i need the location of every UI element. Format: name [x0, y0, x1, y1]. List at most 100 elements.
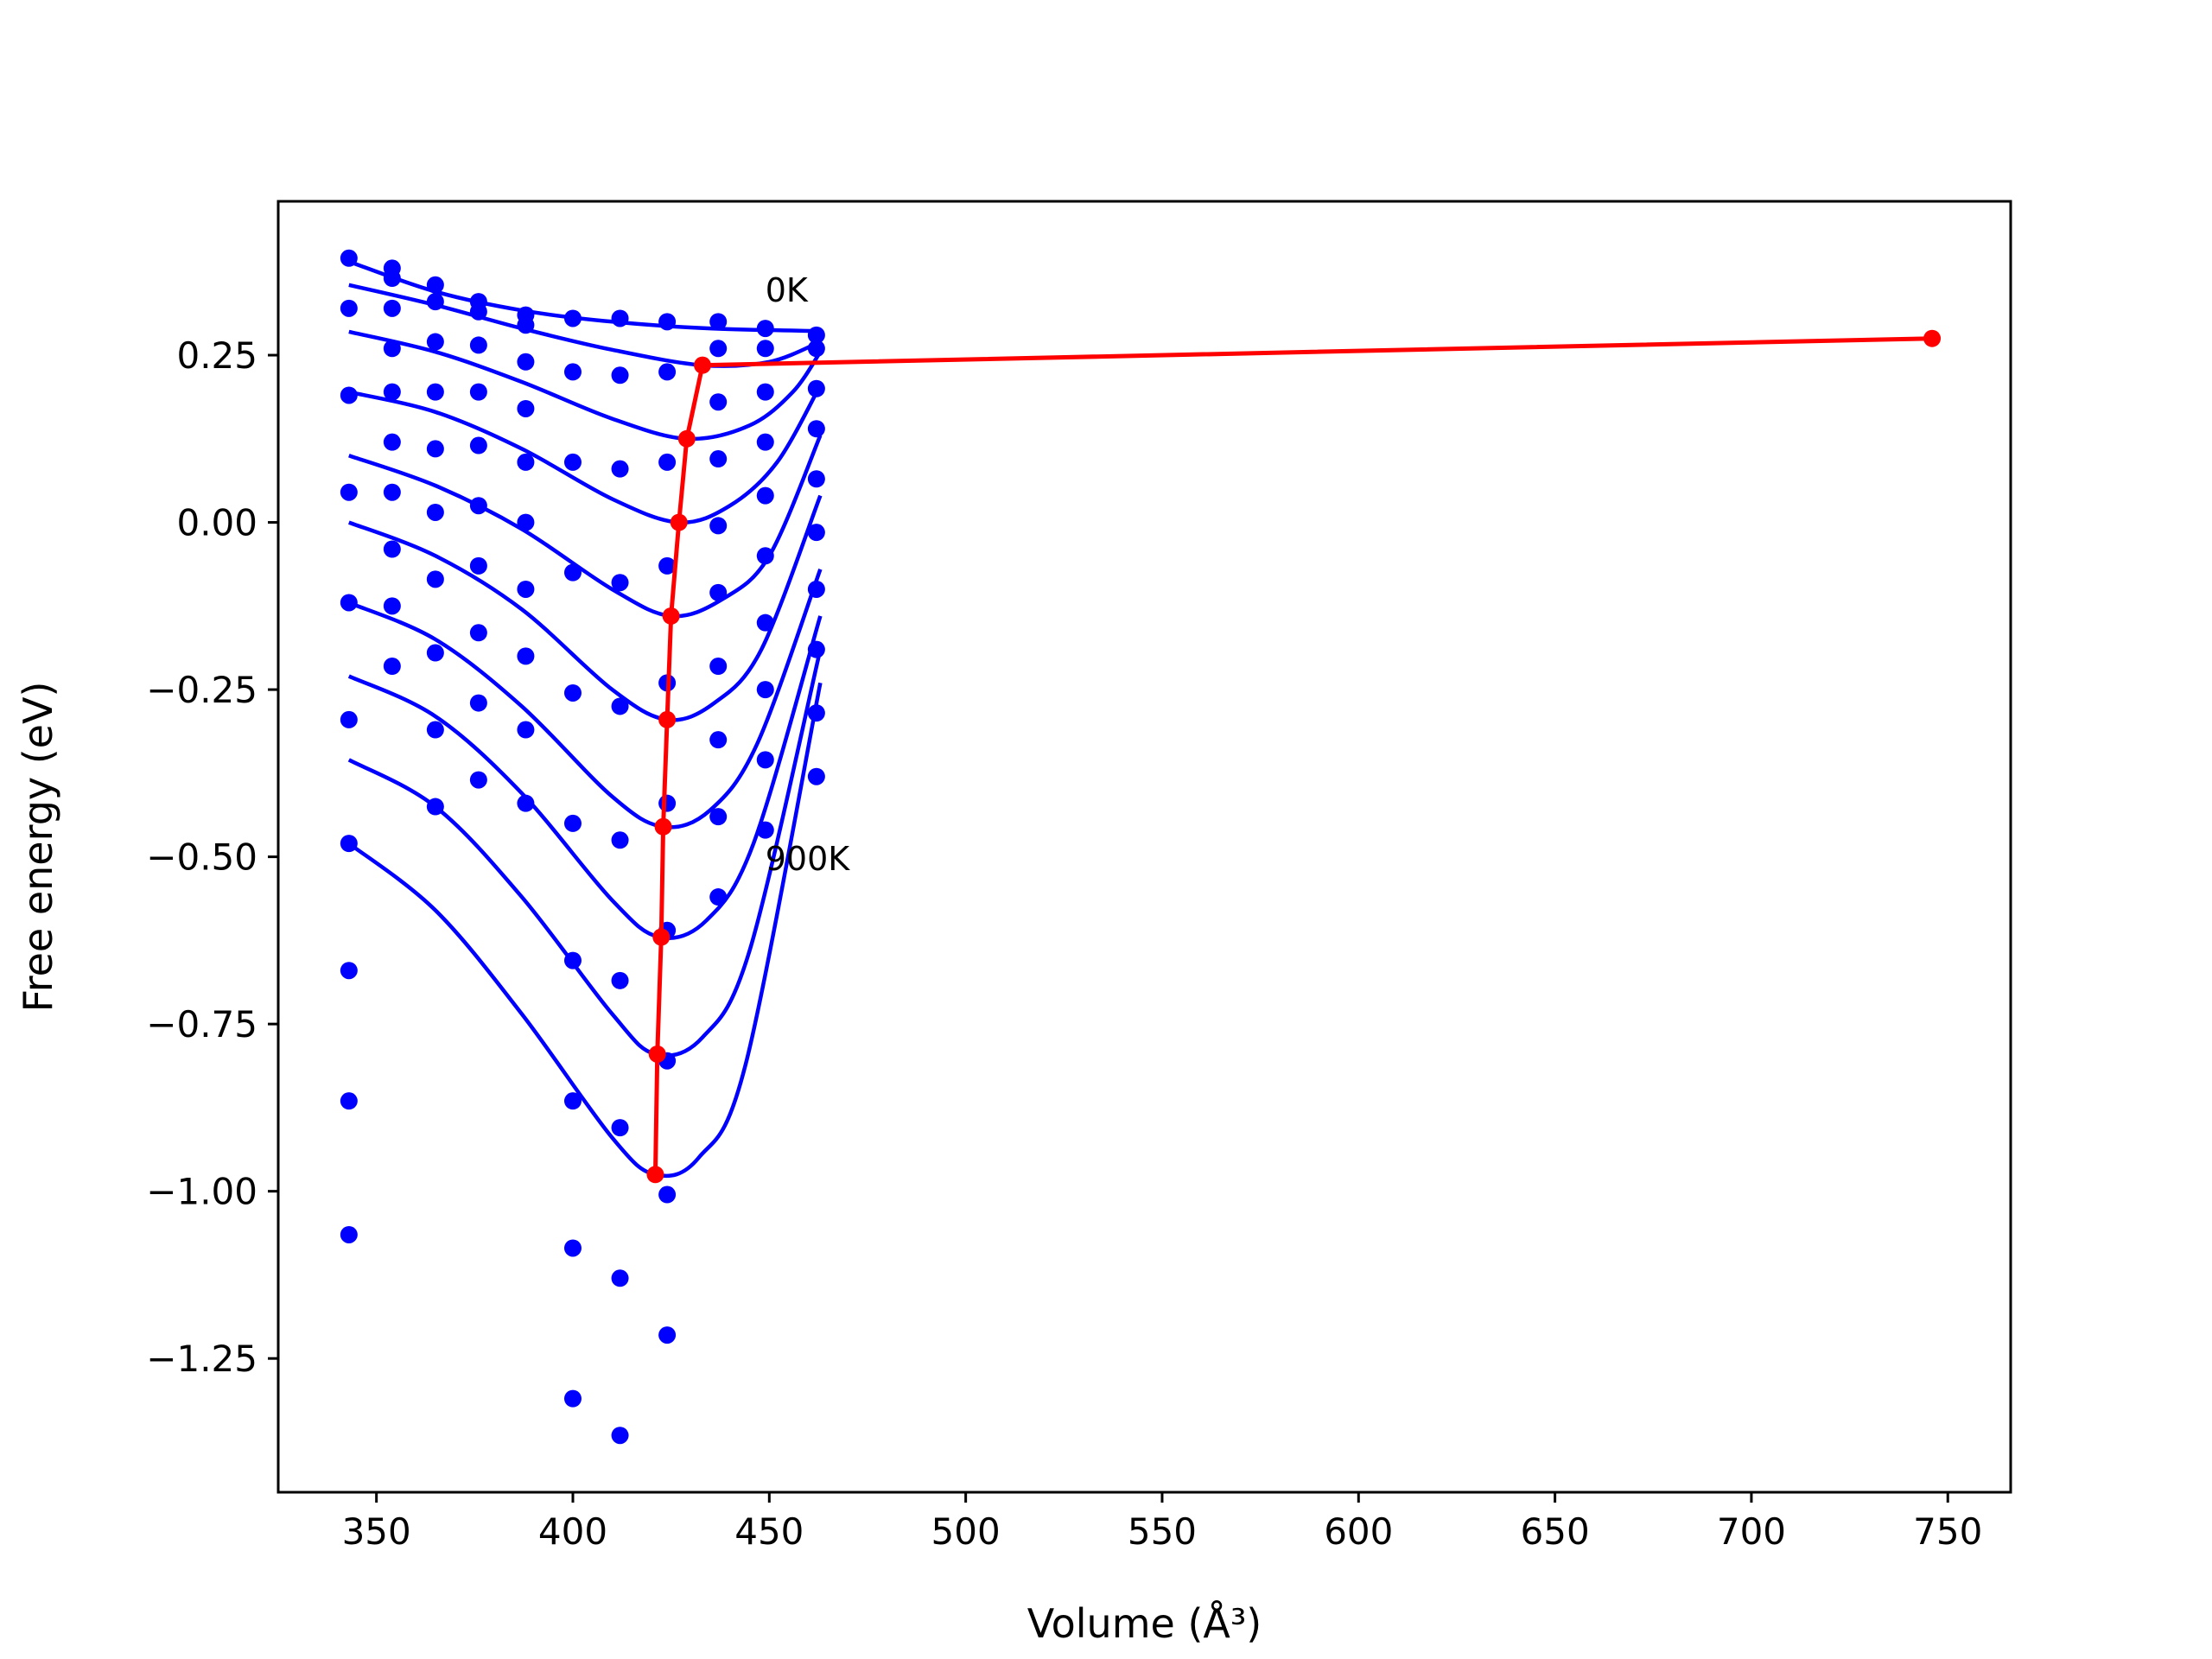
data-point-53	[563, 563, 582, 582]
axes: 350 400 450 500 550 600 650 700 750 0.25 0.00 −0.25…	[146, 334, 1982, 1553]
data-point-9	[340, 1225, 358, 1243]
data-point-58	[563, 1239, 582, 1257]
data-point-42	[517, 353, 535, 371]
data-point-54	[563, 683, 582, 702]
data-point-70	[658, 313, 677, 331]
data-point-57	[563, 1092, 582, 1110]
equilibrium-point-4	[658, 710, 677, 728]
equilibrium-point-5	[662, 607, 680, 625]
data-point-32	[469, 336, 487, 354]
fit-curve-5	[347, 494, 823, 722]
data-point-105	[807, 524, 825, 542]
data-point-8	[340, 1092, 358, 1110]
x-tick-label-4: 550	[1128, 1510, 1197, 1553]
data-point-60	[611, 309, 629, 327]
data-point-72	[658, 453, 677, 471]
data-point-26	[426, 570, 444, 588]
data-point-108	[807, 704, 825, 722]
data-point-68	[611, 1269, 629, 1287]
data-point-107	[807, 640, 825, 658]
data-point-19	[383, 657, 401, 675]
data-point-11	[383, 270, 401, 288]
data-point-101	[807, 340, 825, 358]
x-tick-label-8: 750	[1913, 1510, 1982, 1553]
x-tick-label-7: 700	[1717, 1510, 1786, 1553]
y-axis-label: Free energy (eV)	[15, 682, 61, 1013]
fit-curve-8	[347, 649, 823, 1058]
data-point-36	[469, 556, 487, 575]
data-point-39	[469, 771, 487, 789]
data-point-100	[807, 326, 825, 344]
data-point-33	[469, 383, 487, 401]
data-point-65	[611, 831, 629, 849]
data-point-79	[658, 1326, 677, 1344]
fit-curve-7	[347, 615, 823, 940]
data-point-75	[658, 794, 677, 812]
data-point-45	[517, 513, 535, 531]
equilibrium-point-2	[652, 928, 671, 946]
y-tick-label-4: −0.75	[146, 1003, 257, 1046]
equilibrium-point-8	[694, 356, 712, 374]
equilibrium-point-9	[1923, 329, 1942, 347]
data-point-46	[517, 580, 535, 598]
data-point-24	[426, 440, 444, 458]
data-point-0	[340, 249, 358, 267]
data-point-38	[469, 694, 487, 712]
plot-area: 0K 900K	[340, 249, 1942, 1445]
fit-curve-6	[347, 569, 823, 830]
data-point-103	[807, 420, 825, 438]
data-point-29	[426, 798, 444, 816]
data-point-97	[756, 681, 774, 699]
annotation-0: 0K	[766, 271, 809, 309]
data-point-93	[756, 433, 774, 451]
data-point-14	[383, 383, 401, 401]
data-point-109	[807, 767, 825, 785]
equilibrium-point-6	[670, 513, 688, 531]
equilibrium-point-1	[648, 1045, 666, 1063]
plot-frame	[276, 200, 2012, 1494]
x-tick-label-5: 600	[1324, 1510, 1393, 1553]
data-point-92	[756, 383, 774, 401]
fit-curve-2	[348, 329, 823, 442]
fit-curve-9	[347, 682, 823, 1179]
data-point-94	[756, 486, 774, 505]
data-point-23	[426, 383, 444, 401]
data-point-2	[340, 386, 358, 404]
data-point-63	[611, 574, 629, 592]
data-point-86	[709, 657, 728, 675]
data-point-96	[756, 613, 774, 632]
x-tick-label-3: 500	[931, 1510, 1001, 1553]
data-point-12	[383, 299, 401, 317]
data-point-17	[383, 540, 401, 558]
data-point-35	[469, 497, 487, 515]
data-point-89	[709, 888, 728, 906]
data-point-4	[340, 594, 358, 612]
data-point-61	[611, 366, 629, 385]
data-point-49	[517, 794, 535, 812]
data-point-84	[709, 517, 728, 535]
x-tick-label-2: 450	[734, 1510, 804, 1553]
data-point-28	[426, 721, 444, 739]
y-tick-label-0: 0.25	[176, 334, 257, 377]
data-point-56	[563, 951, 582, 969]
data-point-13	[383, 340, 401, 358]
data-point-18	[383, 597, 401, 615]
data-point-102	[807, 379, 825, 397]
data-point-62	[611, 460, 629, 478]
data-point-104	[807, 470, 825, 488]
data-point-85	[709, 583, 728, 601]
data-point-64	[611, 697, 629, 715]
y-tick-label-2: −0.25	[146, 669, 257, 711]
x-tick-label-0: 350	[342, 1510, 411, 1553]
y-tick-label-3: −0.50	[146, 836, 257, 879]
equilibrium-point-3	[654, 817, 672, 836]
data-point-69	[611, 1427, 629, 1445]
x-tick-label-6: 650	[1521, 1510, 1590, 1553]
data-point-5	[340, 710, 358, 728]
data-point-91	[756, 340, 774, 358]
data-point-87	[709, 731, 728, 749]
data-point-52	[563, 453, 582, 471]
y-tick-label-6: −1.25	[146, 1338, 257, 1380]
data-point-67	[611, 1119, 629, 1137]
